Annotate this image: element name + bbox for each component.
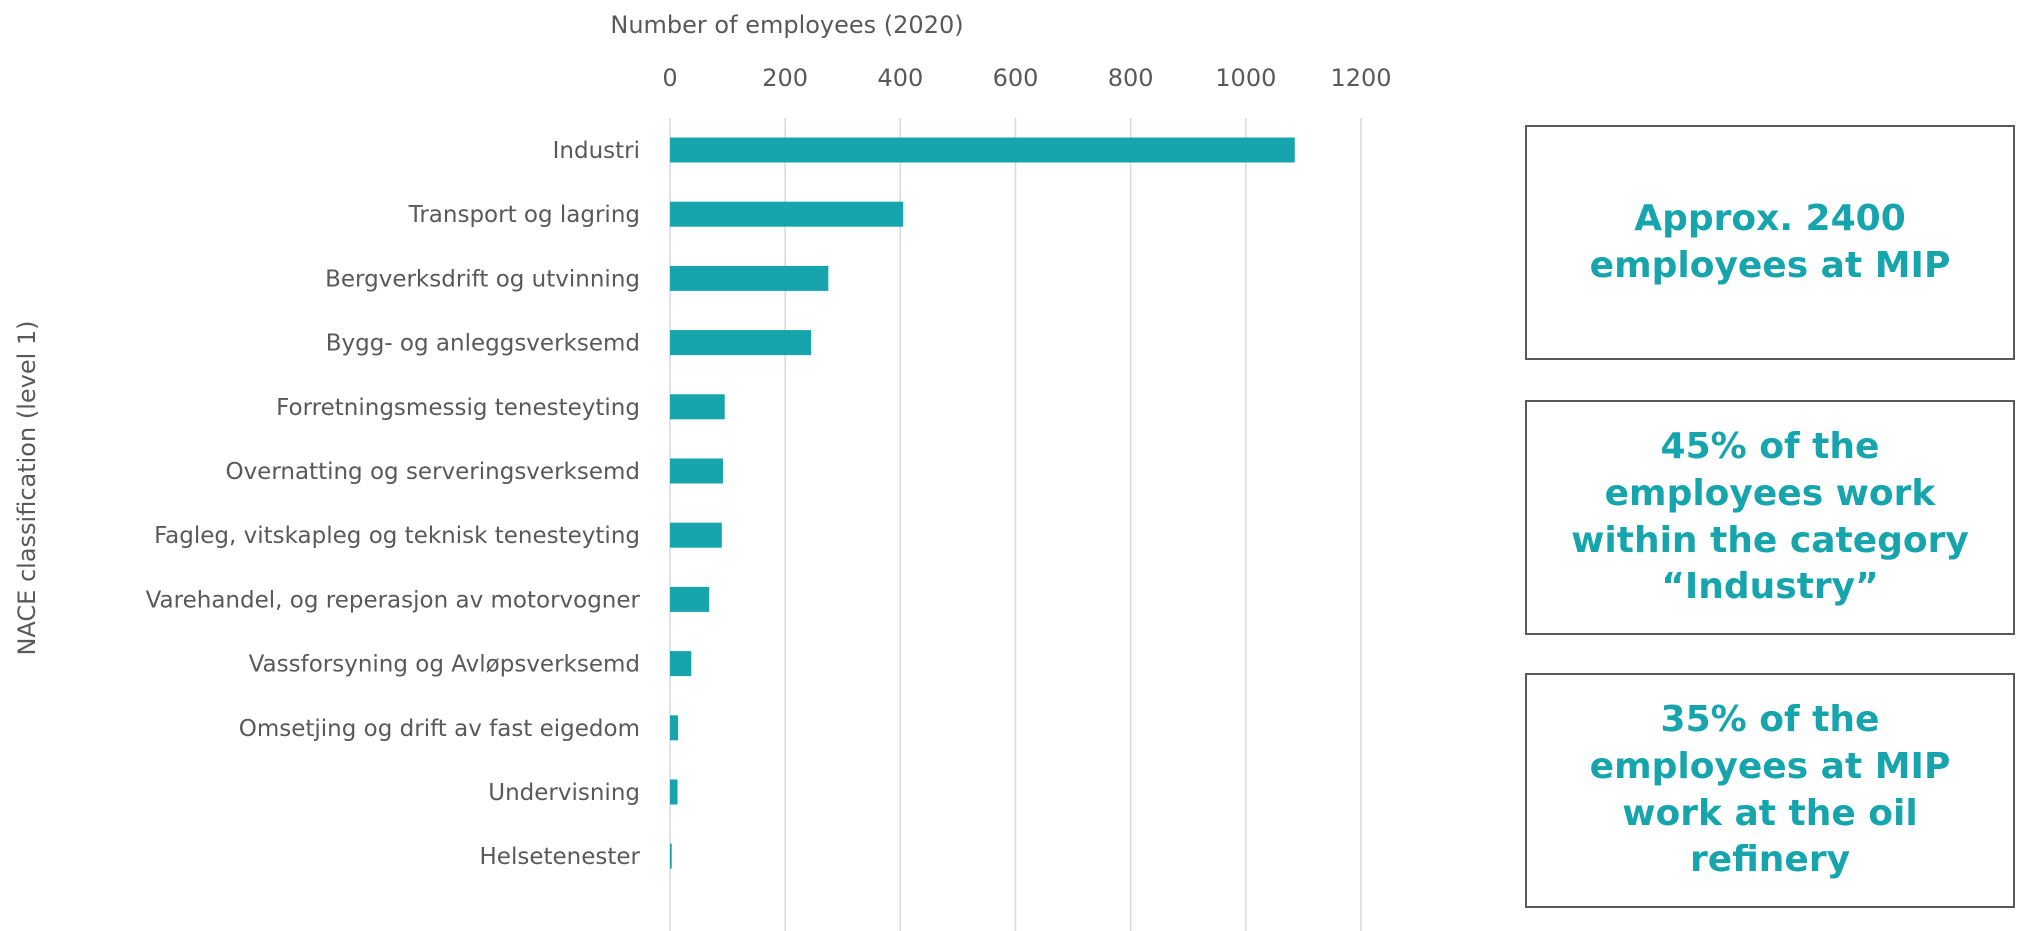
category-label: Omsetjing og drift av fast eigedom <box>239 716 640 742</box>
bar <box>670 651 692 677</box>
x-tick-label: 200 <box>762 64 808 92</box>
bar <box>670 586 710 612</box>
bar <box>670 394 725 420</box>
bar <box>670 715 679 741</box>
callout-total-employees: Approx. 2400 employees at MIP <box>1525 125 2015 360</box>
bars <box>670 137 1295 869</box>
category-label: Varehandel, og reperasjon av motorvogner <box>146 587 641 613</box>
x-tick-label: 0 <box>662 64 677 92</box>
category-label: Overnatting og serveringsverksemd <box>225 459 640 485</box>
x-axis-title: Number of employees (2020) <box>610 11 963 39</box>
bar <box>670 137 1295 163</box>
category-label: Helsetenester <box>480 844 641 870</box>
x-axis-ticks: 0 200 400 600 800 1000 1200 <box>662 64 1391 92</box>
category-label: Forretningsmessig tenesteyting <box>276 395 640 421</box>
x-tick-label: 1200 <box>1330 64 1391 92</box>
x-tick-label: 800 <box>1108 64 1154 92</box>
bar <box>670 265 829 291</box>
category-label: Fagleg, vitskapleg og teknisk tenesteyti… <box>154 523 640 549</box>
bar <box>670 458 723 484</box>
bar <box>670 843 672 869</box>
bar <box>670 522 722 548</box>
callout-refinery-share: 35% of the employees at MIP work at the … <box>1525 673 2015 908</box>
bar <box>670 201 904 227</box>
category-label: Bergverksdrift og utvinning <box>325 266 640 292</box>
category-label: Undervisning <box>488 780 640 806</box>
x-tick-label: 400 <box>877 64 923 92</box>
category-label: Vassforsyning og Avløpsverksemd <box>249 652 640 678</box>
category-label: Transport og lagring <box>408 202 640 228</box>
category-labels: Industri Transport og lagring Bergverksdri… <box>146 138 641 870</box>
x-tick-label: 1000 <box>1215 64 1276 92</box>
y-axis-title: NACE classification (level 1) <box>13 320 41 655</box>
callout-industry-share: 45% of the employees work within the cat… <box>1525 400 2015 635</box>
x-tick-label: 600 <box>993 64 1039 92</box>
category-label: Industri <box>553 138 640 164</box>
gridlines <box>669 118 1362 931</box>
bar <box>670 779 678 805</box>
category-label: Bygg- og anleggsverksemd <box>326 331 640 357</box>
bar <box>670 330 812 356</box>
